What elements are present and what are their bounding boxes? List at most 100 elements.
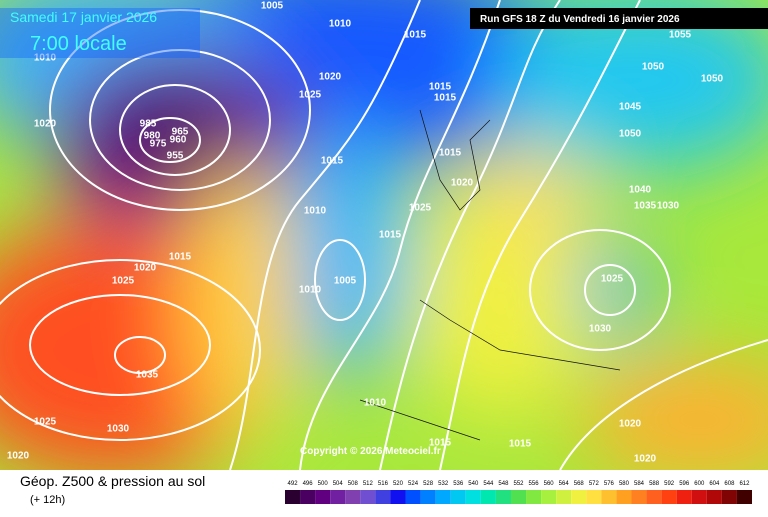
isobar-label: 1030 [657, 201, 680, 212]
isobar-label: 980 [144, 131, 161, 142]
run: Run GFS 18 Z du Vendredi 16 janvier 2026 [480, 14, 680, 25]
legend-tick: 572 [589, 481, 600, 487]
legend-swatch [676, 490, 692, 504]
legend-tick: 604 [709, 481, 720, 487]
legend-tick: 532 [438, 481, 449, 487]
isobar-label: 1020 [7, 451, 30, 462]
isobar-label: 1015 [439, 148, 462, 159]
legend-swatch [616, 490, 632, 504]
legend-swatch [571, 490, 587, 504]
legend-swatch [526, 490, 542, 504]
legend-tick: 592 [664, 481, 675, 487]
legend-swatch [631, 490, 647, 504]
isobar-label: 1015 [379, 230, 402, 241]
isobar-label: 1015 [321, 156, 344, 167]
legend-swatch [315, 490, 331, 504]
legend-tick: 528 [423, 481, 434, 487]
legend-tick: 544 [483, 481, 494, 487]
legend-tick: 536 [453, 481, 464, 487]
legend-swatch [495, 490, 511, 504]
isobar-label: 1050 [701, 74, 724, 85]
legend-swatch [435, 490, 451, 504]
isobar-label: 1020 [451, 178, 474, 189]
legend-swatch [541, 490, 557, 504]
isobar-label: 985 [140, 119, 157, 130]
isobar-label: 975 [150, 139, 167, 150]
legend-swatch [360, 490, 376, 504]
isobar-label: 1035 [634, 201, 657, 212]
time: 7:00 locale [30, 33, 127, 55]
isobar-label: 1015 [169, 252, 192, 263]
isobar-label: 1010 [329, 19, 352, 30]
legend-swatch [736, 490, 752, 504]
legend-swatch [285, 490, 301, 504]
legend-tick: 500 [318, 481, 329, 487]
coastlines [359, 109, 621, 441]
isobar-label: 1020 [619, 419, 642, 430]
isobar-label: 1005 [261, 1, 284, 12]
legend-tick: 608 [724, 481, 735, 487]
legend-swatch [691, 490, 707, 504]
legend-swatch [300, 490, 316, 504]
isobar-label: 1045 [619, 102, 642, 113]
date: Samedi 17 janvier 2026 [10, 9, 157, 25]
isobar-label: 1010 [364, 398, 387, 409]
legend-tick: 560 [544, 481, 555, 487]
background-field [0, 0, 768, 480]
legend-swatch [556, 490, 572, 504]
isobar-label: 1015 [429, 438, 452, 449]
legend-swatch [510, 490, 527, 504]
legend-swatch [480, 490, 496, 504]
isobar-label: 1020 [319, 72, 342, 83]
legend-tick: 516 [378, 481, 389, 487]
legend-swatch [706, 490, 722, 504]
isobar-label: 1025 [299, 90, 322, 101]
legend-swatch [661, 490, 677, 504]
header-box [0, 8, 200, 58]
legend-swatch [390, 490, 406, 504]
isobar-label: 1015 [509, 439, 532, 450]
isobar-label: 1025 [34, 417, 57, 428]
legend-swatch [375, 490, 391, 504]
legend-tick: 512 [363, 481, 374, 487]
isobar-label: 1010 [299, 285, 322, 296]
legend-swatch [405, 490, 421, 504]
legend-tick: 612 [739, 481, 750, 487]
legend-swatch [586, 490, 602, 504]
footer-step: (+ 12h) [30, 494, 65, 506]
footer-title: Géop. Z500 & pression au sol [20, 473, 205, 489]
isobar-label: 965 [172, 127, 189, 138]
legend-tick: 584 [634, 481, 645, 487]
isobar-label: 1025 [112, 276, 135, 287]
isobar-label: 1025 [601, 274, 624, 285]
legend-tick: 564 [559, 481, 570, 487]
legend-tick: 596 [679, 481, 690, 487]
isobar-label: 1015 [429, 82, 452, 93]
legend-swatch [450, 490, 466, 504]
legend-tick: 556 [529, 481, 540, 487]
legend-tick: 520 [393, 481, 404, 487]
isobar-label: 1015 [404, 30, 427, 41]
legend-tick: 568 [574, 481, 585, 487]
legend-tick: 600 [694, 481, 705, 487]
legend-tick: 580 [619, 481, 630, 487]
legend-swatch [646, 490, 662, 504]
isobar-label: 1020 [634, 454, 657, 465]
isobar-label: 1025 [409, 203, 432, 214]
isobar-label: 1055 [669, 30, 692, 41]
isobar-label: 1050 [619, 129, 642, 140]
legend-tick: 576 [604, 481, 615, 487]
isobar-label: 1030 [589, 324, 612, 335]
isobar-label: 1030 [107, 424, 130, 435]
isobar-label: 1010 [304, 206, 327, 217]
legend-tick: 496 [303, 481, 314, 487]
legend: 492 496 500 504 508 512 516 520 524 528 532 536 540 5… [285, 481, 752, 504]
legend-tick: 504 [333, 481, 344, 487]
isobar-label: 1040 [629, 185, 652, 196]
isobar-labels: 1005 1010 1015 1010 1055 1050 1050 1020 1025 1015… [7, 1, 724, 465]
legend-swatch [721, 490, 737, 504]
legend-swatch [601, 490, 617, 504]
isobar-label: 1010 [34, 53, 57, 64]
run-box [470, 8, 768, 29]
